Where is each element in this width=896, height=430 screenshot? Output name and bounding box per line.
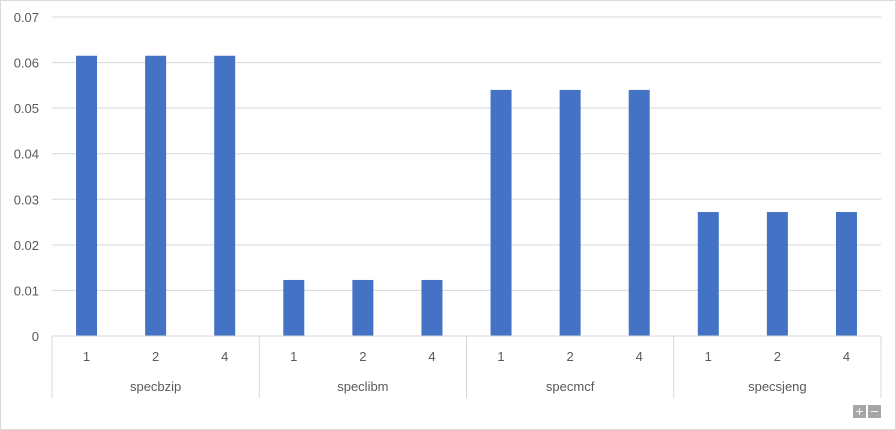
bar-specbzip-1 <box>76 55 98 336</box>
bar-speclibm-1 <box>283 279 305 336</box>
bar-specsjeng-1 <box>697 212 719 336</box>
y-tick-label: 0 <box>32 329 39 344</box>
y-tick-label: 0.04 <box>14 147 39 162</box>
bar-speclibm-2 <box>352 279 374 336</box>
bar-speclibm-4 <box>421 279 443 336</box>
bar-specbzip-2 <box>145 55 167 336</box>
x-tick-label: 1 <box>290 349 297 364</box>
x-tick-label: 4 <box>428 349 435 364</box>
x-tick-label: 2 <box>152 349 159 364</box>
x-tick-label: 4 <box>843 349 850 364</box>
y-tick-label: 0.01 <box>14 283 39 298</box>
group-label: specbzip <box>130 379 181 394</box>
y-tick-label: 0.07 <box>14 10 39 25</box>
x-tick-label: 1 <box>497 349 504 364</box>
y-tick-label: 0.02 <box>14 238 39 253</box>
x-tick-label: 1 <box>83 349 90 364</box>
zoom-in-button[interactable]: + <box>853 405 866 418</box>
x-tick-label: 2 <box>774 349 781 364</box>
bar-specmcf-1 <box>490 89 512 337</box>
x-tick-label: 4 <box>636 349 643 364</box>
group-label: speclibm <box>337 379 388 394</box>
bars <box>76 55 857 337</box>
x-tick-label: 2 <box>567 349 574 364</box>
bar-specsjeng-2 <box>766 212 788 336</box>
bar-specmcf-4 <box>628 89 650 337</box>
group-label: specmcf <box>546 379 595 394</box>
y-axis-tick-labels: 0 0.01 0.02 0.03 0.04 0.05 0.06 0.07 <box>14 10 39 344</box>
x-tick-label: 1 <box>705 349 712 364</box>
y-tick-label: 0.05 <box>14 101 39 116</box>
bar-specsjeng-4 <box>835 212 857 336</box>
x-axis: 1 2 4 specbzip 1 2 4 speclibm 1 2 4 specmcf 1 2 4 specs… <box>51 335 882 398</box>
gridlines <box>52 16 881 291</box>
bar-specbzip-4 <box>214 55 236 336</box>
x-tick-label: 4 <box>221 349 228 364</box>
bar-specmcf-2 <box>559 89 581 337</box>
y-tick-label: 0.06 <box>14 56 39 71</box>
zoom-out-button[interactable]: − <box>868 405 881 418</box>
group-label: specsjeng <box>748 379 807 394</box>
y-tick-label: 0.03 <box>14 192 39 207</box>
x-tick-label: 2 <box>359 349 366 364</box>
